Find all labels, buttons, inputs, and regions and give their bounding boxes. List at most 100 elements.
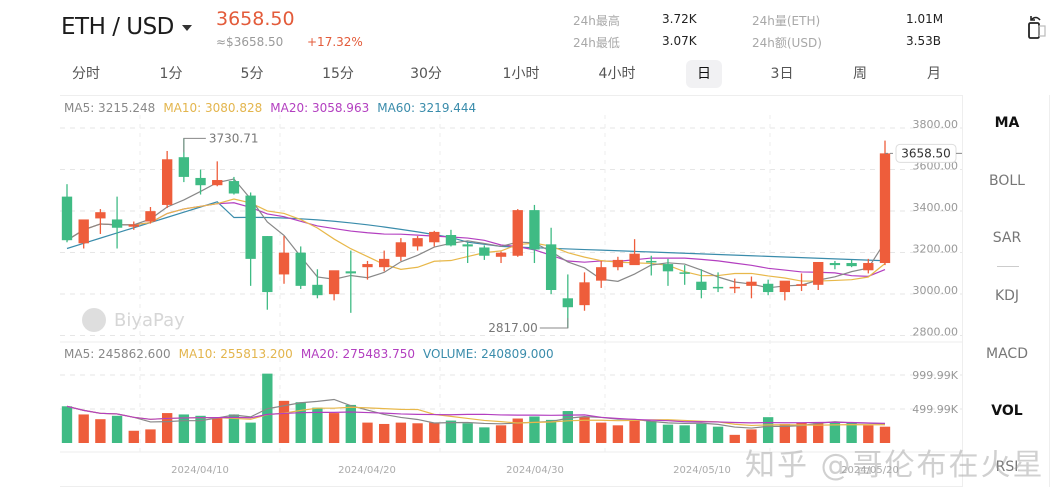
- candle[interactable]: [863, 263, 874, 271]
- candle[interactable]: [662, 264, 674, 272]
- tab-30min[interactable]: 30分: [410, 66, 442, 82]
- volume-bar[interactable]: [95, 419, 106, 443]
- candle[interactable]: [412, 238, 423, 247]
- candle[interactable]: [879, 153, 891, 264]
- candle[interactable]: [61, 196, 73, 241]
- volume-bar[interactable]: [562, 411, 573, 443]
- volume-bar[interactable]: [545, 419, 557, 443]
- candle[interactable]: [629, 253, 640, 266]
- candle[interactable]: [161, 159, 173, 205]
- candle[interactable]: [696, 281, 707, 290]
- indicator-sar[interactable]: SAR: [992, 230, 1022, 246]
- candle[interactable]: [178, 157, 190, 177]
- candle[interactable]: [395, 242, 407, 257]
- candle[interactable]: [295, 252, 306, 286]
- volume-bar[interactable]: [879, 426, 891, 443]
- volume-bar[interactable]: [61, 406, 73, 443]
- tab-week[interactable]: 周: [853, 66, 867, 82]
- candle[interactable]: [212, 180, 223, 186]
- candle[interactable]: [95, 212, 106, 219]
- volume-bar[interactable]: [729, 434, 740, 443]
- candle[interactable]: [362, 264, 373, 268]
- candle[interactable]: [829, 263, 841, 266]
- volume-bar[interactable]: [145, 429, 156, 443]
- candle[interactable]: [78, 219, 89, 244]
- candle[interactable]: [262, 236, 273, 293]
- volume-bar[interactable]: [863, 425, 874, 443]
- volume-bar[interactable]: [128, 430, 139, 443]
- volume-bar[interactable]: [278, 400, 290, 443]
- volume-bar[interactable]: [111, 415, 123, 443]
- volume-bar[interactable]: [195, 415, 206, 443]
- candle[interactable]: [278, 252, 290, 275]
- volume-bar[interactable]: [212, 417, 223, 443]
- candle[interactable]: [328, 270, 340, 295]
- volume-bar[interactable]: [412, 423, 423, 443]
- candle[interactable]: [813, 261, 824, 285]
- volume-bar[interactable]: [395, 422, 407, 443]
- volume-bar[interactable]: [612, 425, 624, 443]
- candle[interactable]: [762, 283, 774, 293]
- tab-month[interactable]: 月: [927, 66, 941, 82]
- candle[interactable]: [545, 244, 557, 290]
- candle[interactable]: [479, 247, 490, 256]
- volume-bar[interactable]: [161, 413, 173, 443]
- indicator-rsi[interactable]: RSI: [995, 459, 1019, 475]
- volume-bar[interactable]: [345, 404, 356, 443]
- volume-bar[interactable]: [746, 429, 757, 443]
- volume-bar[interactable]: [512, 418, 523, 443]
- candle[interactable]: [379, 258, 390, 268]
- candle[interactable]: [779, 280, 791, 293]
- volume-bar[interactable]: [429, 422, 440, 443]
- volume-bar[interactable]: [78, 414, 89, 443]
- indicator-ma[interactable]: MA: [994, 115, 1020, 131]
- tab-1min[interactable]: 1分: [159, 66, 183, 82]
- candle[interactable]: [312, 284, 323, 296]
- tab-4hour[interactable]: 4小时: [598, 66, 636, 82]
- candle[interactable]: [679, 272, 690, 274]
- caret-down-icon[interactable]: [181, 25, 192, 31]
- tab-15min[interactable]: 15分: [322, 66, 354, 82]
- volume-bar[interactable]: [846, 422, 857, 443]
- candle[interactable]: [596, 267, 607, 281]
- tab-1day[interactable]: 日: [686, 60, 722, 88]
- volume-bar[interactable]: [829, 421, 841, 443]
- rotate-screen-icon[interactable]: [1026, 14, 1048, 40]
- candle[interactable]: [128, 224, 139, 227]
- volume-bar[interactable]: [362, 422, 373, 443]
- pair-selector[interactable]: ETH / USD: [61, 14, 192, 40]
- tab-3day[interactable]: 3日: [770, 66, 794, 82]
- volume-bar[interactable]: [762, 417, 774, 443]
- candle[interactable]: [746, 281, 757, 286]
- volume-bar[interactable]: [495, 425, 507, 443]
- volume-bar[interactable]: [596, 422, 607, 443]
- candle[interactable]: [729, 286, 740, 289]
- candle[interactable]: [145, 211, 156, 222]
- volume-bar[interactable]: [328, 413, 340, 443]
- volume-bar[interactable]: [295, 402, 306, 443]
- volume-bar[interactable]: [579, 417, 590, 443]
- candle[interactable]: [195, 177, 206, 186]
- candle[interactable]: [712, 286, 724, 289]
- candle[interactable]: [512, 210, 523, 256]
- indicator-boll[interactable]: BOLL: [989, 173, 1025, 189]
- candle[interactable]: [429, 231, 440, 243]
- candle[interactable]: [579, 282, 590, 306]
- volume-bar[interactable]: [696, 423, 707, 443]
- volume-bar[interactable]: [178, 414, 190, 443]
- candle[interactable]: [529, 210, 540, 250]
- candle[interactable]: [646, 260, 657, 263]
- volume-bar[interactable]: [662, 424, 674, 443]
- volume-bar[interactable]: [779, 423, 791, 443]
- candle[interactable]: [495, 252, 507, 257]
- volume-bar[interactable]: [679, 425, 690, 443]
- volume-bar[interactable]: [462, 423, 473, 443]
- volume-bar[interactable]: [796, 422, 807, 443]
- candle[interactable]: [462, 244, 473, 247]
- volume-bar[interactable]: [445, 420, 457, 443]
- volume-bar[interactable]: [228, 414, 240, 443]
- tab-timeline[interactable]: 分时: [72, 66, 100, 82]
- candle[interactable]: [345, 271, 356, 274]
- indicator-kdj[interactable]: KDJ: [994, 288, 1020, 304]
- candle[interactable]: [846, 263, 857, 267]
